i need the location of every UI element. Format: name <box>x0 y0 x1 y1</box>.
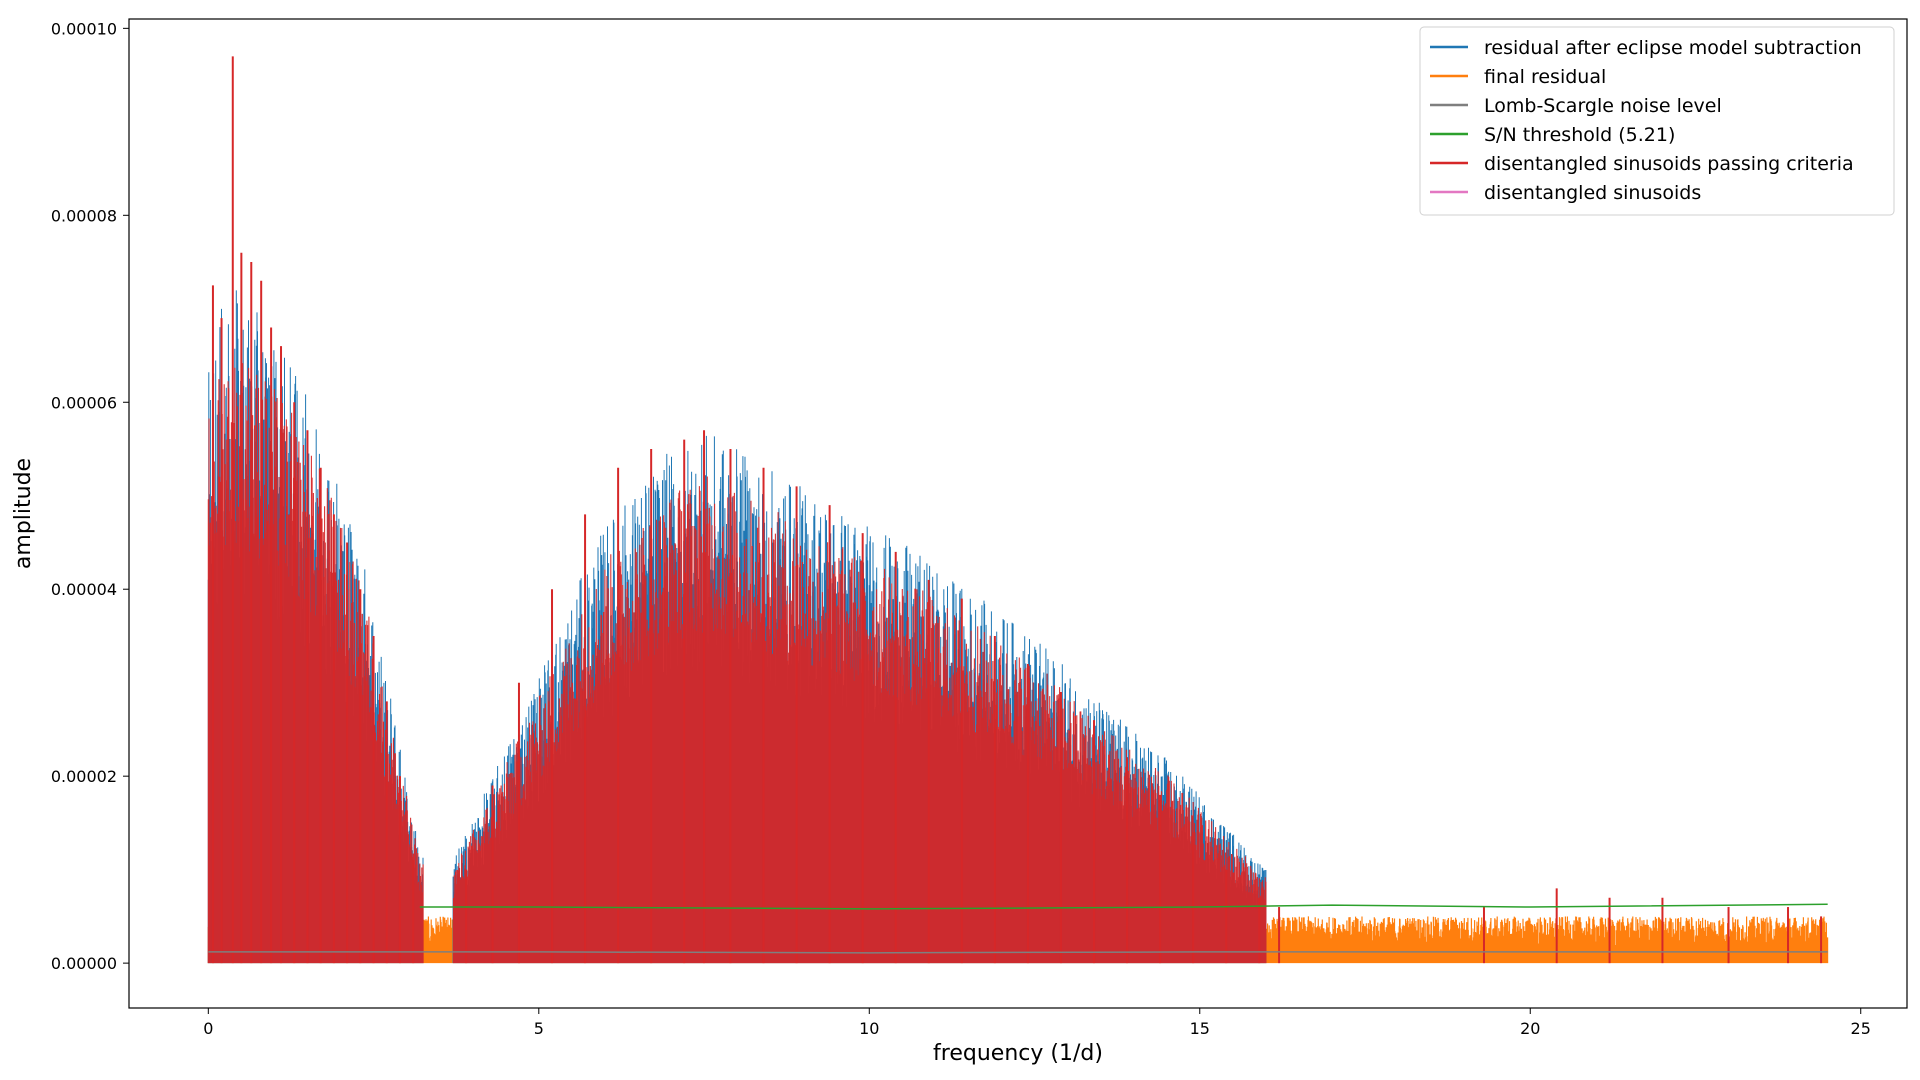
legend: residual after eclipse model subtraction… <box>1419 26 1895 216</box>
legend-label-5: disentangled sinusoids <box>1484 182 1701 204</box>
legend-label-0: residual after eclipse model subtraction <box>1484 37 1862 59</box>
y-tick-label-3: 0.00006 <box>51 393 117 412</box>
x-axis-label: frequency (1/d) <box>933 1041 1103 1066</box>
legend-label-3: S/N threshold (5.21) <box>1484 124 1675 146</box>
axes: 0 5 10 15 20 25 0.00000 0.00002 0.00004 0.00006 0.… <box>51 18 1908 1038</box>
series-noise-level <box>208 951 1828 954</box>
legend-label-1: final residual <box>1484 66 1606 88</box>
series-sn-threshold <box>419 903 1828 910</box>
series-disentangled-passing-fill <box>207 357 1267 964</box>
y-tick-label-2: 0.00004 <box>51 580 117 599</box>
y-tick-label-4: 0.00008 <box>51 206 117 225</box>
x-tick-label-2: 10 <box>859 1019 879 1038</box>
legend-label-2: Lomb-Scargle noise level <box>1484 95 1722 117</box>
legend-label-4: disentangled sinusoids passing criteria <box>1484 153 1854 175</box>
axes-frame <box>128 18 1908 1009</box>
y-tick-label-1: 0.00002 <box>51 767 117 786</box>
x-tick-label-0: 0 <box>203 1019 213 1038</box>
y-tick-label-5: 0.00010 <box>51 19 117 38</box>
x-tick-label-1: 5 <box>534 1019 544 1038</box>
legend-box <box>1419 26 1895 216</box>
y-axis-label: amplitude <box>11 458 36 569</box>
x-tick-label-3: 15 <box>1190 1019 1210 1038</box>
x-tick-label-4: 20 <box>1520 1019 1540 1038</box>
series-group <box>207 56 1829 964</box>
plot-area <box>207 56 1829 964</box>
y-tick-label-0: 0.00000 <box>51 954 117 973</box>
x-tick-label-5: 25 <box>1851 1019 1871 1038</box>
